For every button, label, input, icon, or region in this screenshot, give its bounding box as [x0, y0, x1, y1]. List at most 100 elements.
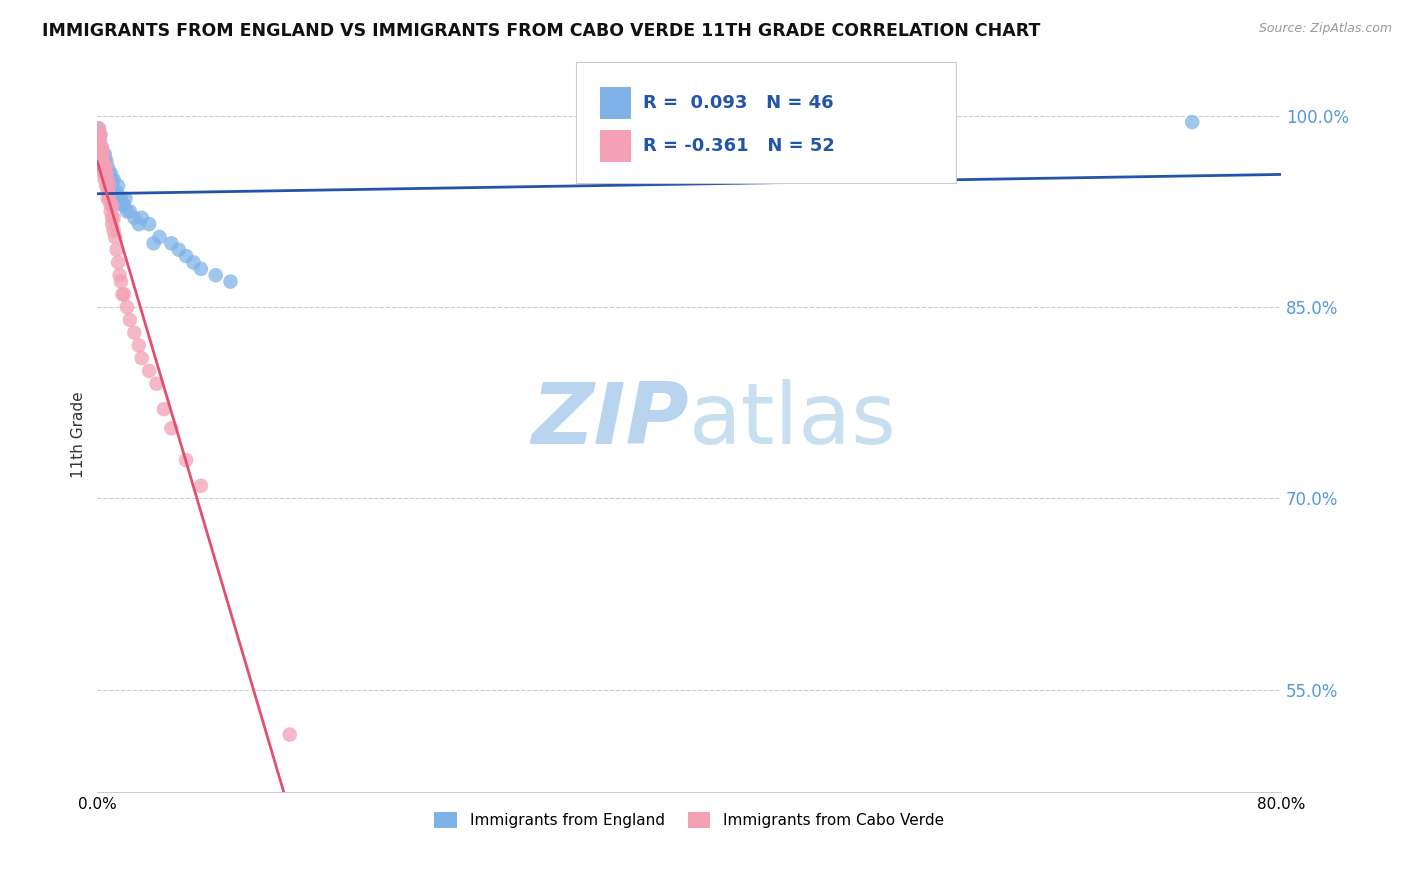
Point [128, 217, 150, 231]
Point [87, 134, 110, 148]
Point [219, 275, 242, 289]
Point [97, 166, 120, 180]
Point [167, 243, 190, 257]
Point [112, 287, 135, 301]
Point [87, 128, 110, 142]
Point [110, 192, 132, 206]
Point [101, 172, 124, 186]
Point [138, 364, 160, 378]
Point [98, 178, 121, 193]
Point [145, 376, 167, 391]
Point [94, 160, 117, 174]
Point [204, 268, 226, 283]
Point [94, 153, 117, 168]
Point [98, 192, 121, 206]
Point [114, 192, 136, 206]
Point [90, 147, 112, 161]
Point [96, 166, 118, 180]
Text: ZIP: ZIP [531, 379, 689, 462]
Point [91, 153, 114, 168]
Point [94, 166, 117, 180]
Point [103, 172, 125, 186]
Point [90, 140, 112, 154]
Point [90, 147, 112, 161]
Point [101, 178, 124, 193]
Text: IMMIGRANTS FROM ENGLAND VS IMMIGRANTS FROM CABO VERDE 11TH GRADE CORRELATION CHA: IMMIGRANTS FROM ENGLAND VS IMMIGRANTS FR… [42, 22, 1040, 40]
Point [97, 192, 120, 206]
Point [104, 186, 127, 200]
Point [89, 134, 111, 148]
Text: R =  0.093   N = 46: R = 0.093 N = 46 [643, 94, 834, 112]
Point [90, 140, 112, 154]
Point [183, 255, 205, 269]
Point [115, 300, 138, 314]
Point [101, 198, 124, 212]
Point [87, 140, 110, 154]
Point [90, 153, 112, 168]
Point [98, 166, 121, 180]
Point [96, 153, 118, 168]
Point [105, 186, 128, 200]
Point [94, 160, 117, 174]
Point [124, 326, 146, 340]
Point [103, 211, 125, 225]
Legend: Immigrants from England, Immigrants from Cabo Verde: Immigrants from England, Immigrants from… [429, 806, 950, 834]
Point [91, 160, 114, 174]
Point [87, 121, 110, 136]
Point [94, 172, 117, 186]
Text: R = -0.361   N = 52: R = -0.361 N = 52 [643, 137, 834, 155]
Point [110, 275, 132, 289]
Point [96, 178, 118, 193]
Text: atlas: atlas [689, 379, 897, 462]
Point [160, 421, 183, 435]
Point [91, 166, 114, 180]
Point [107, 255, 129, 269]
Point [124, 211, 146, 225]
Point [128, 338, 150, 352]
Point [91, 147, 114, 161]
Point [278, 727, 301, 741]
Y-axis label: 11th Grade: 11th Grade [72, 392, 86, 478]
Point [89, 140, 111, 154]
Point [87, 121, 110, 136]
Text: Source: ZipAtlas.com: Source: ZipAtlas.com [1258, 22, 1392, 36]
Point [105, 243, 128, 257]
Point [131, 211, 153, 225]
Point [153, 402, 176, 417]
Point [190, 479, 212, 493]
Point [91, 147, 114, 161]
Point [89, 128, 111, 142]
Point [100, 198, 122, 212]
Point [94, 147, 117, 161]
Point [107, 178, 129, 193]
Point [96, 160, 118, 174]
Point [1181, 115, 1204, 129]
Point [100, 166, 122, 180]
Point [112, 198, 135, 212]
Point [87, 140, 110, 154]
Point [148, 230, 170, 244]
Point [131, 351, 153, 366]
Point [118, 204, 141, 219]
Point [89, 140, 111, 154]
Point [142, 236, 165, 251]
Point [100, 204, 122, 219]
Point [103, 223, 125, 237]
Point [97, 160, 120, 174]
Point [90, 160, 112, 174]
Point [104, 230, 127, 244]
Point [115, 204, 138, 219]
Point [118, 313, 141, 327]
Point [101, 217, 124, 231]
Point [111, 198, 134, 212]
Point [96, 166, 118, 180]
Point [89, 128, 111, 142]
Point [97, 186, 120, 200]
Point [138, 217, 160, 231]
Point [111, 287, 134, 301]
Point [174, 249, 197, 263]
Point [160, 236, 183, 251]
Point [174, 453, 197, 467]
Point [108, 192, 131, 206]
Point [91, 153, 114, 168]
